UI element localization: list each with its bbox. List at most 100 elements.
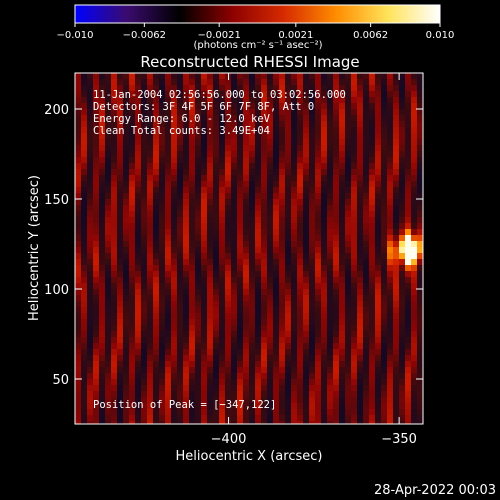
- heatmap-cell: [291, 331, 297, 337]
- heatmap-cell: [75, 295, 81, 301]
- heatmap-cell: [81, 403, 87, 409]
- heatmap-cell: [177, 115, 183, 121]
- heatmap-cell: [195, 247, 201, 253]
- heatmap-cell: [111, 169, 117, 175]
- heatmap-cell: [369, 355, 375, 361]
- heatmap-cell: [279, 181, 285, 187]
- heatmap-cell: [117, 421, 123, 424]
- heatmap-cell: [393, 253, 399, 259]
- heatmap-cell: [183, 385, 189, 391]
- heatmap-cell: [399, 367, 405, 373]
- heatmap-cell: [237, 367, 243, 373]
- heatmap-cell: [375, 295, 381, 301]
- heatmap-cell: [99, 325, 105, 331]
- heatmap-cell: [243, 145, 249, 151]
- heatmap-cell: [153, 97, 159, 103]
- heatmap-cell: [177, 139, 183, 145]
- heatmap-cell: [237, 223, 243, 229]
- heatmap-cell: [381, 397, 387, 403]
- heatmap-cell: [177, 367, 183, 373]
- heatmap-cell: [87, 313, 93, 319]
- heatmap-cell: [129, 301, 135, 307]
- heatmap-cell: [147, 145, 153, 151]
- heatmap-cell: [249, 325, 255, 331]
- heatmap-cell: [309, 307, 315, 313]
- heatmap-cell: [291, 271, 297, 277]
- heatmap-cell: [111, 379, 117, 385]
- heatmap-cell: [303, 175, 309, 181]
- heatmap-cell: [327, 145, 333, 151]
- heatmap-cell: [195, 169, 201, 175]
- heatmap-cell: [243, 193, 249, 199]
- heatmap-cell: [81, 247, 87, 253]
- heatmap-cell: [75, 349, 81, 355]
- heatmap-cell: [417, 169, 423, 175]
- heatmap-cell: [375, 325, 381, 331]
- heatmap-cell: [261, 157, 267, 163]
- heatmap-cell: [141, 121, 147, 127]
- heatmap-cell: [129, 133, 135, 139]
- heatmap-cell: [363, 409, 369, 415]
- heatmap-cell: [231, 355, 237, 361]
- heatmap-cell: [327, 91, 333, 97]
- heatmap-cell: [189, 337, 195, 343]
- heatmap-cell: [219, 313, 225, 319]
- heatmap-cell: [225, 337, 231, 343]
- heatmap-cell: [267, 199, 273, 205]
- heatmap-cell: [123, 397, 129, 403]
- heatmap-cell: [81, 235, 87, 241]
- heatmap-cell: [147, 391, 153, 397]
- heatmap-cell: [261, 319, 267, 325]
- heatmap-cell: [165, 91, 171, 97]
- heatmap-cell: [237, 133, 243, 139]
- heatmap-cell: [351, 337, 357, 343]
- heatmap-cell: [219, 325, 225, 331]
- heatmap-cell: [351, 211, 357, 217]
- heatmap-cell: [279, 229, 285, 235]
- heatmap-cell: [111, 397, 117, 403]
- heatmap-cell: [405, 121, 411, 127]
- heatmap-cell: [285, 367, 291, 373]
- heatmap-cell: [321, 379, 327, 385]
- heatmap-cell: [231, 115, 237, 121]
- heatmap-cell: [129, 391, 135, 397]
- heatmap-cell: [291, 157, 297, 163]
- heatmap-cell: [195, 181, 201, 187]
- heatmap-cell: [375, 391, 381, 397]
- heatmap-cell: [249, 271, 255, 277]
- heatmap-cell: [189, 349, 195, 355]
- heatmap-cell: [333, 313, 339, 319]
- heatmap-cell: [147, 415, 153, 421]
- heatmap-cell: [285, 277, 291, 283]
- heatmap-cell: [375, 397, 381, 403]
- heatmap-cell: [309, 283, 315, 289]
- heatmap-cell: [195, 109, 201, 115]
- heatmap-cell: [207, 193, 213, 199]
- heatmap-cell: [285, 175, 291, 181]
- heatmap-cell: [291, 301, 297, 307]
- heatmap-cell: [87, 115, 93, 121]
- heatmap-cell: [111, 97, 117, 103]
- heatmap-cell: [87, 109, 93, 115]
- heatmap-cell: [399, 109, 405, 115]
- heatmap-cell: [411, 223, 417, 229]
- heatmap-cell: [315, 319, 321, 325]
- heatmap-cell: [99, 115, 105, 121]
- heatmap-cell: [165, 367, 171, 373]
- heatmap-cell: [207, 325, 213, 331]
- heatmap-cell: [369, 97, 375, 103]
- heatmap-cell: [195, 121, 201, 127]
- heatmap-cell: [291, 247, 297, 253]
- heatmap-cell: [411, 259, 417, 265]
- heatmap-cell: [147, 373, 153, 379]
- heatmap-cell: [231, 217, 237, 223]
- heatmap-cell: [129, 253, 135, 259]
- heatmap-cell: [225, 145, 231, 151]
- heatmap-cell: [267, 163, 273, 169]
- heatmap-cell: [75, 73, 81, 79]
- heatmap-cell: [171, 313, 177, 319]
- heatmap-cell: [291, 145, 297, 151]
- heatmap-cell: [99, 199, 105, 205]
- heatmap-cell: [117, 415, 123, 421]
- heatmap-cell: [315, 247, 321, 253]
